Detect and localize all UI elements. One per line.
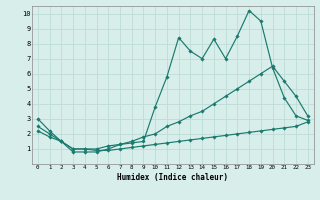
- X-axis label: Humidex (Indice chaleur): Humidex (Indice chaleur): [117, 173, 228, 182]
